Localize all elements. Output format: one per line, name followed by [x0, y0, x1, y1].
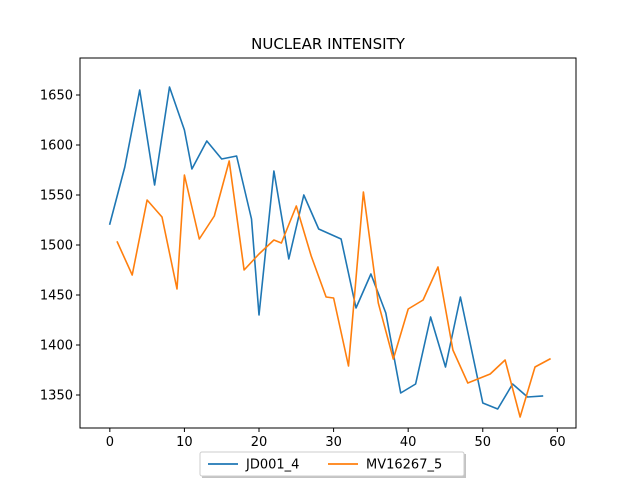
y-tick-label: 1650	[40, 89, 73, 104]
series-line-mv16267-5	[116, 160, 551, 418]
x-tick-label: 20	[251, 435, 268, 450]
plot-frame	[79, 57, 577, 429]
legend-label: JD001_4	[245, 458, 299, 473]
x-tick-label: 50	[474, 435, 491, 450]
plot-lines	[108, 86, 551, 418]
legend: JD001_4 MV16267_5	[199, 451, 466, 478]
legend-label: MV16267_5	[366, 458, 442, 473]
chart-title: NUCLEAR INTENSITY	[251, 35, 406, 53]
x-tick-label: 10	[176, 435, 193, 450]
y-tick-label: 1450	[40, 289, 73, 304]
x-tick-label: 60	[549, 435, 566, 450]
x-axis: 0 10 20 30 40 50 60	[106, 428, 566, 450]
series-line-jd001-4	[108, 86, 544, 410]
y-tick-label: 1550	[40, 189, 73, 204]
y-tick-label: 1400	[40, 339, 73, 354]
y-axis: 1350 1400 1450 1500 1550 1600 1650	[40, 89, 80, 404]
y-tick-label: 1600	[40, 139, 73, 154]
x-tick-label: 40	[400, 435, 417, 450]
x-tick-label: 0	[106, 435, 114, 450]
y-tick-label: 1500	[40, 239, 73, 254]
x-tick-label: 30	[325, 435, 342, 450]
y-tick-label: 1350	[40, 389, 73, 404]
